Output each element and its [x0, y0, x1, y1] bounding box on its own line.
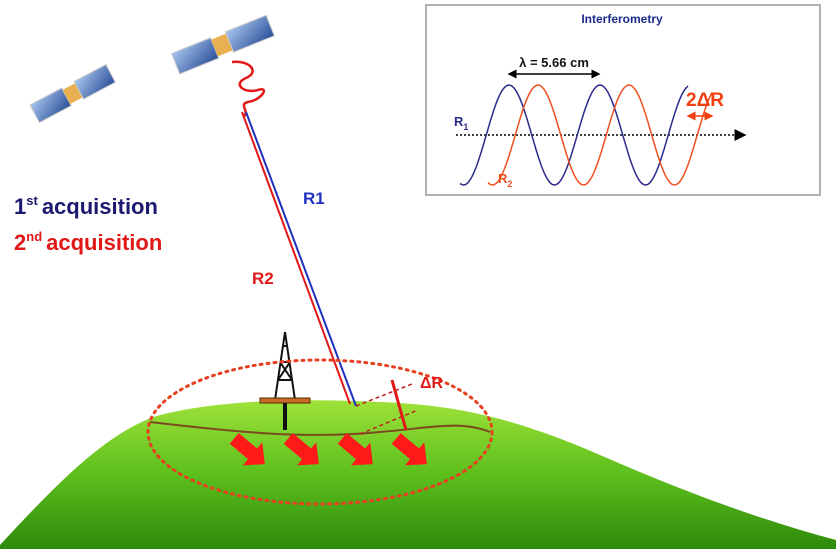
- delta-arrow: [390, 379, 408, 431]
- shift-label: 2ΔR: [686, 90, 724, 111]
- satellite-2: [170, 14, 275, 75]
- ground-line: [149, 421, 491, 436]
- inset-box: [425, 4, 821, 196]
- hill: [0, 400, 836, 549]
- legend-1: 1st acquisition: [14, 193, 158, 219]
- legend-2: 2nd acquisition: [14, 229, 162, 255]
- delta-guide: [355, 383, 413, 407]
- area-ellipse: [146, 358, 494, 506]
- inset-title: Interferometry: [581, 12, 663, 26]
- inset-r2: R2: [498, 171, 512, 189]
- delta-label: ΔR: [420, 375, 444, 392]
- inset-r1: R1: [454, 114, 468, 132]
- radar-wave: [231, 60, 266, 118]
- range-line-1: [245, 111, 357, 407]
- range-line-2: [241, 111, 351, 405]
- wave-r2: [487, 84, 713, 186]
- wavelength-label: λ = 5.66 cm: [519, 55, 589, 70]
- tower: [259, 331, 311, 430]
- delta-guide: [359, 409, 419, 435]
- r2-label: R2: [252, 269, 274, 288]
- displacement-arrows: [229, 433, 427, 466]
- r1-label: R1: [303, 189, 325, 208]
- satellite-1: [29, 63, 116, 124]
- wave-r1: [459, 84, 689, 186]
